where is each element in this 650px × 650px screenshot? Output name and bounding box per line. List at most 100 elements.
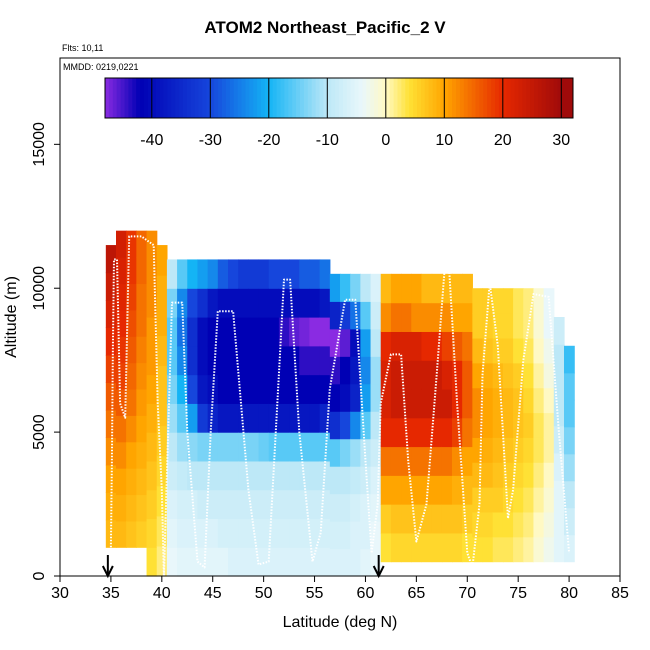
- colorbar-swatch: [381, 78, 387, 118]
- heatmap-cell: [329, 493, 341, 522]
- heatmap-cell: [136, 520, 148, 548]
- heatmap-cell: [217, 374, 229, 404]
- heatmap-cell: [217, 403, 229, 433]
- heatmap-cell: [289, 547, 300, 577]
- heatmap-cell: [533, 412, 545, 438]
- heatmap-cell: [360, 383, 372, 412]
- colorbar-swatch: [342, 78, 348, 118]
- colorbar-swatch: [159, 78, 164, 118]
- heatmap-cell: [177, 432, 188, 462]
- heatmap-cell: [126, 441, 137, 469]
- heatmap-cell: [207, 489, 219, 520]
- heatmap-cell: [228, 288, 239, 318]
- heatmap-cell: [564, 345, 575, 374]
- heatmap-cell: [340, 356, 351, 385]
- colorbar-tick-label: -20: [257, 132, 280, 149]
- heatmap-cell: [380, 331, 392, 361]
- heatmap-cell: [116, 362, 127, 390]
- colorbar-swatch: [323, 78, 328, 118]
- heatmap-cell: [207, 345, 219, 376]
- heatmap-cell: [350, 411, 361, 440]
- heatmap-cell: [319, 288, 331, 318]
- heatmap-cell: [207, 460, 219, 491]
- heatmap-cell: [156, 335, 168, 366]
- heatmap-cell: [238, 432, 249, 462]
- heatmap-cell: [472, 437, 484, 463]
- heatmap-cell: [441, 273, 453, 304]
- heatmap-cell: [370, 493, 382, 522]
- colorbar-tick-label: -10: [316, 132, 339, 149]
- flight-track-layer: [109, 235, 571, 577]
- heatmap-cell: [452, 504, 463, 534]
- colorbar: -40 -30 -20 -10 0 10 20 30: [104, 77, 574, 149]
- heatmap-cell: [482, 412, 494, 438]
- heatmap-cell: [146, 518, 158, 548]
- colorbar-swatch: [112, 78, 118, 118]
- heatmap-cell: [187, 460, 199, 491]
- colorbar-tick-label: 10: [435, 132, 453, 149]
- heatmap-cell: [238, 374, 249, 404]
- heatmap-cell: [462, 273, 473, 304]
- heatmap-cell: [228, 518, 239, 548]
- colorbar-swatch: [526, 78, 531, 118]
- x-tick-label: 45: [204, 585, 222, 602]
- heatmap-cell: [116, 441, 127, 469]
- heatmap-cell: [482, 362, 494, 389]
- heatmap-cell: [390, 302, 402, 332]
- colorbar-swatch: [257, 78, 262, 118]
- heatmap-cell: [441, 302, 453, 332]
- heatmap-cell: [146, 489, 158, 520]
- heatmap-cell: [390, 331, 402, 361]
- heatmap-cell: [217, 259, 229, 289]
- colorbar-swatch: [198, 78, 203, 118]
- heatmap-cell: [329, 328, 341, 357]
- heatmap-cell: [411, 302, 423, 332]
- heatmap-cell: [492, 437, 504, 463]
- colorbar-swatch: [261, 78, 266, 118]
- heatmap-cell: [136, 336, 148, 364]
- heatmap-cell: [411, 475, 423, 505]
- heatmap-cell: [452, 331, 463, 361]
- colorbar-swatch: [108, 78, 114, 118]
- heatmap-cell: [136, 468, 148, 496]
- heatmap-cell: [329, 411, 341, 440]
- colorbar-swatch: [432, 78, 437, 118]
- colorbar-swatch: [264, 78, 270, 118]
- chart-title: ATOM2 Northeast_Pacific_2 V: [204, 18, 446, 37]
- colorbar-swatch: [280, 78, 285, 118]
- x-tick-label: 70: [458, 585, 476, 602]
- heatmap-cell: [258, 345, 270, 376]
- heatmap-cell: [156, 425, 168, 457]
- heatmap-cell: [126, 257, 137, 285]
- colorbar-swatch: [448, 78, 453, 118]
- heatmap-cell: [462, 475, 473, 505]
- heatmap-cell: [217, 288, 229, 318]
- heatmap-cell: [401, 417, 412, 448]
- heatmap-cell: [126, 362, 137, 390]
- heatmap-cell: [492, 313, 504, 339]
- heatmap-cell: [421, 532, 433, 563]
- heatmap-cell: [177, 518, 188, 548]
- heatmap-cell: [482, 462, 494, 488]
- heatmap-cell: [177, 288, 188, 318]
- colorbar-swatch: [327, 78, 332, 118]
- heatmap-cell: [502, 536, 514, 563]
- heatmap-cell: [564, 453, 575, 482]
- heatmap-cell: [462, 331, 473, 361]
- colorbar-swatch: [300, 78, 305, 118]
- heatmap-cell: [329, 438, 341, 467]
- colorbar-swatch: [370, 78, 375, 118]
- colorbar-swatch: [354, 78, 359, 118]
- heatmap-cell: [543, 313, 555, 339]
- colorbar-swatch: [358, 78, 363, 118]
- heatmap-cell: [248, 432, 260, 462]
- colorbar-swatch: [284, 78, 289, 118]
- heatmap-cell: [207, 547, 219, 577]
- heatmap-cell: [564, 372, 575, 401]
- colorbar-tick-label: -40: [140, 132, 163, 149]
- colorbar-swatch: [522, 78, 527, 118]
- heatmap-cell: [513, 536, 524, 563]
- heatmap-cell: [492, 337, 504, 364]
- heatmap-cell: [268, 489, 280, 520]
- heatmap-cell: [482, 337, 494, 364]
